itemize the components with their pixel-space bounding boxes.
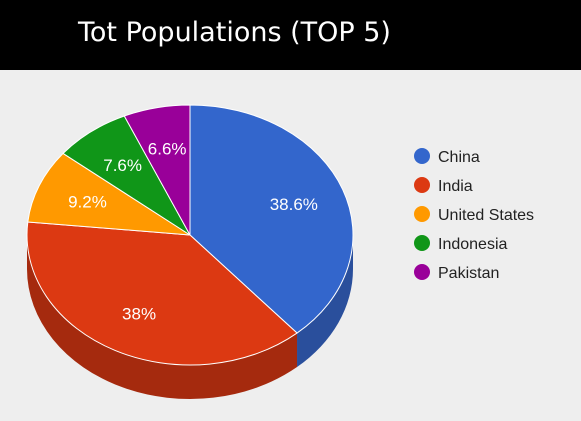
legend-label-united-states: United States	[438, 207, 534, 224]
chart-area: 38.6% 38% 9.2% 7.6% 6.6% China India United St…	[0, 70, 581, 421]
slice-label-india: 38%	[122, 305, 156, 324]
pie-chart: 38.6% 38% 9.2% 7.6% 6.6% China India United St…	[26, 104, 534, 399]
slice-label-china: 38.6%	[270, 195, 318, 214]
pie-slice-pakistan[interactable]	[123, 104, 191, 236]
chart-title: Tot Populations (TOP 5)	[78, 17, 391, 48]
legend-label-pakistan: Pakistan	[438, 265, 499, 282]
legend-marker-indonesia	[414, 235, 430, 251]
title-bar: Tot Populations (TOP 5)	[0, 0, 581, 70]
slice-label-indonesia: 7.6%	[103, 156, 142, 175]
pie-side-china	[297, 235, 353, 368]
pie-slice-india[interactable]	[26, 221, 298, 366]
legend-label-indonesia: Indonesia	[438, 236, 507, 253]
legend-marker-india	[414, 177, 430, 193]
legend-marker-china	[414, 148, 430, 164]
pie-slice-united-states[interactable]	[27, 152, 191, 236]
legend-marker-united-states	[414, 206, 430, 222]
legend-label-china: China	[438, 149, 480, 166]
pie-side-india	[27, 235, 298, 399]
legend-label-india: India	[438, 178, 473, 195]
legend: China India United States Indonesia Pakistan	[414, 148, 534, 282]
legend-marker-pakistan	[414, 264, 430, 280]
slice-label-united-states: 9.2%	[68, 192, 107, 211]
pie-slice-china[interactable]	[189, 104, 354, 334]
pie-sides	[27, 235, 353, 399]
slice-label-pakistan: 6.6%	[148, 139, 187, 158]
pie-labels: 38.6% 38% 9.2% 7.6% 6.6%	[68, 139, 318, 323]
pie-tops	[26, 104, 354, 366]
